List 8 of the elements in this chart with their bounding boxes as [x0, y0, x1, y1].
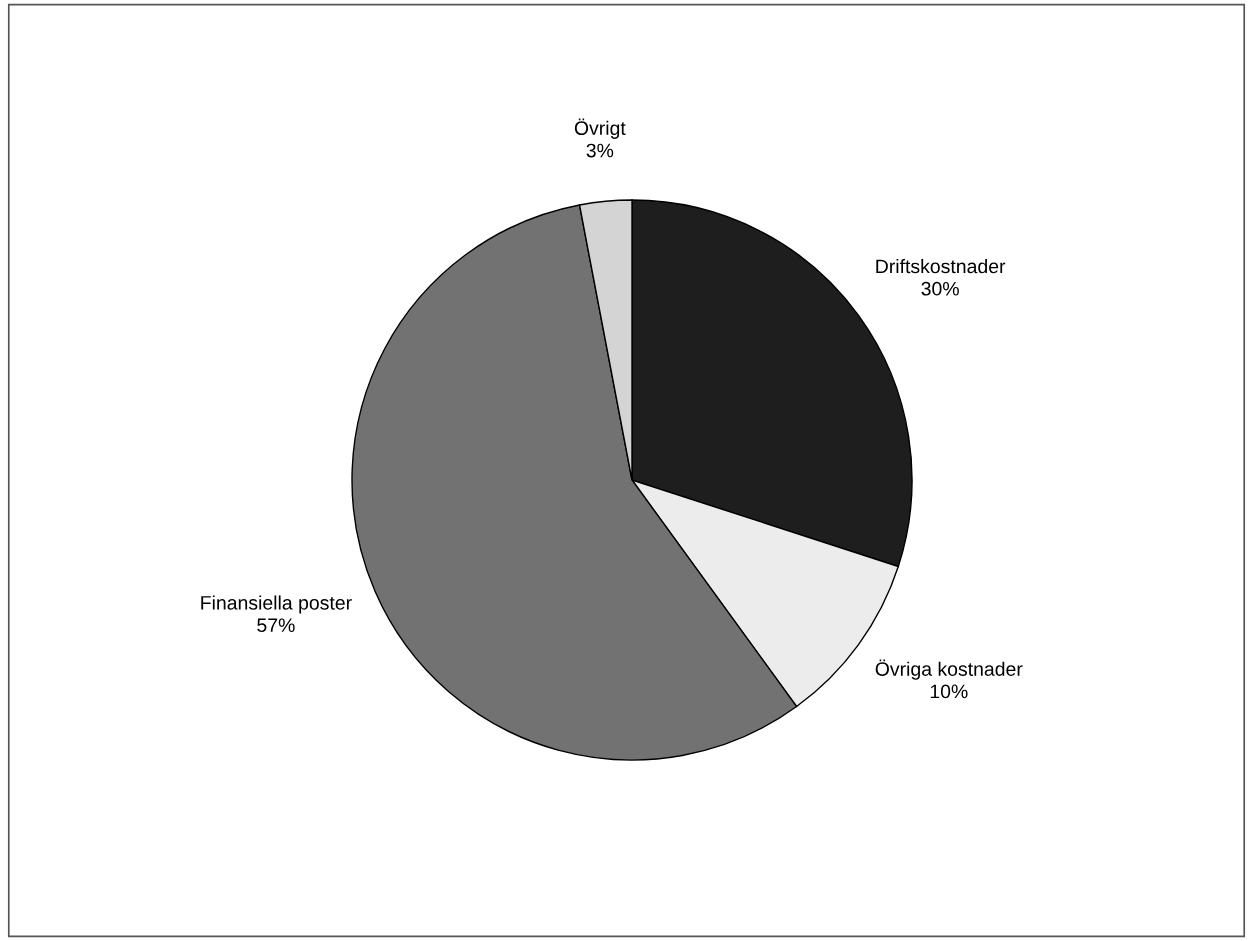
data-label: 30% — [921, 281, 959, 296]
data-label: 10% — [930, 684, 968, 699]
slice-label: Övriga kostnader — [875, 659, 1023, 680]
slice-label: Finansiella poster — [201, 595, 352, 614]
slice-label: Övrigt — [574, 118, 626, 139]
data-label: 57% — [257, 618, 295, 633]
data-label: 3% — [586, 143, 614, 158]
slice-label: Driftskostnader — [876, 258, 1006, 274]
